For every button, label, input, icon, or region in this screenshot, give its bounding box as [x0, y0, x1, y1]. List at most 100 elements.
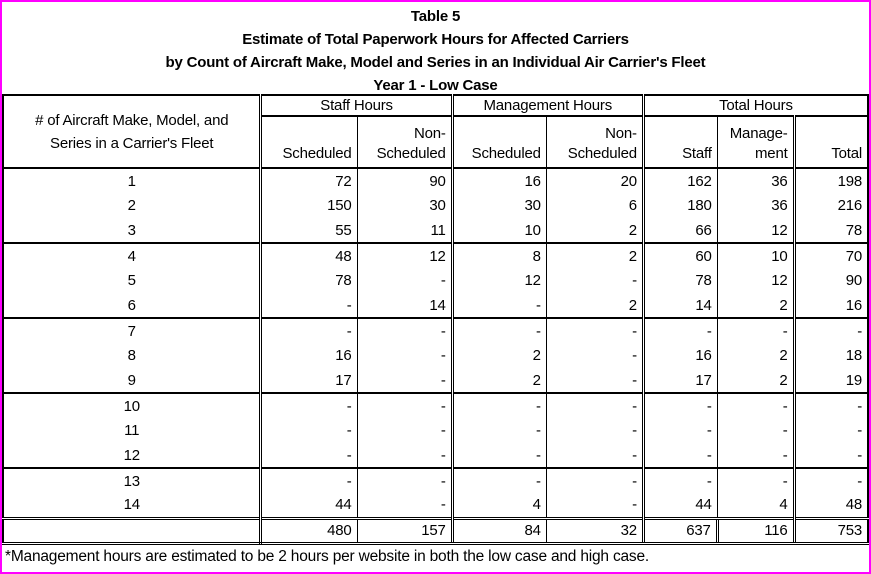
value-cell: -: [356, 467, 453, 493]
value-cell: 19: [792, 368, 868, 393]
value-cell: 14: [356, 293, 453, 318]
column-header-mgmt-scheduled: Scheduled: [450, 116, 547, 169]
totals-staff-nonscheduled: 157: [356, 516, 453, 545]
table-number: Table 5: [410, 8, 461, 25]
value-cell: 4: [716, 493, 795, 518]
value-cell: -: [259, 467, 358, 493]
table-row: 12- - - - - - -: [3, 443, 868, 468]
totals-staff-total: 637: [641, 516, 718, 545]
value-cell: -: [641, 443, 718, 468]
value-cell: -: [259, 418, 358, 443]
paperwork-hours-table: # of Aircraft Make, Model, and Series in…: [2, 94, 869, 545]
value-cell: -: [641, 317, 718, 343]
value-cell: 48: [259, 242, 358, 268]
column-header-total-staff: Staff: [641, 116, 718, 169]
column-group-staff-hours: Staff Hours: [259, 95, 453, 117]
table-row: 1 72 90 16 20 162 36 198: [3, 168, 868, 193]
fleet-count-cell: 9: [127, 371, 136, 389]
table-row: 14 44-4-44 4 48: [3, 493, 868, 518]
table-body: 1 72 90 16 20 162 36 198 2 150 30 30 6 180 36 216 3 55 11 1…: [3, 168, 868, 518]
value-cell: -: [356, 268, 453, 293]
value-cell: -: [356, 443, 453, 468]
value-cell: -: [641, 418, 718, 443]
value-cell: 17: [259, 368, 358, 393]
value-cell: -: [356, 493, 453, 518]
value-cell: 11: [356, 218, 453, 243]
footnote: *Management hours are estimated to be 2 …: [5, 547, 649, 565]
fleet-count-cell: 1: [127, 172, 136, 190]
value-cell: 2: [545, 218, 644, 243]
fleet-count-cell: 4: [3, 242, 261, 268]
column-header-staff-nonscheduled: Non- Scheduled: [356, 116, 453, 169]
value-cell: -: [356, 392, 453, 418]
value-cell: 18: [792, 343, 868, 368]
value-cell: 16: [792, 293, 868, 318]
value-cell: -: [450, 443, 547, 468]
table-row: 8 16-2-16 2 18: [3, 343, 868, 368]
value-cell: 20: [545, 168, 644, 193]
table-row: 6-14-2 14 2 16: [3, 293, 868, 318]
totals-mgmt-scheduled: 84: [450, 516, 547, 545]
column-header-total-management: Manage- ment: [716, 116, 795, 169]
column-header-total: Total: [792, 116, 868, 169]
value-cell: -: [450, 293, 547, 318]
value-cell: -: [716, 467, 795, 493]
value-cell: -: [545, 418, 644, 443]
totals-management-total: 116: [715, 516, 795, 545]
column-header-staff-scheduled: Scheduled: [259, 116, 358, 169]
totals-row: 480 157 84 32 637 116 753: [3, 516, 868, 545]
totals-mgmt-nonscheduled: 32: [545, 516, 644, 545]
value-cell: 150: [259, 193, 358, 218]
value-cell: -: [356, 343, 453, 368]
value-cell: -: [356, 418, 453, 443]
table-row: 2 150 30 30 6 180 36 216: [3, 193, 868, 218]
header-group-row: # of Aircraft Make, Model, and Series in…: [3, 95, 868, 169]
fleet-count-cell: 12: [123, 446, 140, 464]
fleet-count-cell: 5: [127, 272, 136, 289]
value-cell: 12: [450, 268, 547, 293]
table-title: Estimate of Total Paperwork Hours for Af…: [242, 31, 629, 48]
value-cell: 180: [641, 193, 718, 218]
row-header-line1: # of Aircraft Make, Model, and: [35, 111, 229, 129]
table-title-block: Table 5 Estimate of Total Paperwork Hour…: [2, 2, 869, 94]
value-cell: 198: [792, 168, 868, 193]
value-cell: 30: [356, 193, 453, 218]
value-cell: 66: [641, 218, 718, 243]
value-cell: -: [259, 392, 358, 418]
value-cell: 17: [641, 368, 718, 393]
value-cell: -: [545, 493, 644, 518]
value-cell: 48: [792, 493, 868, 518]
value-cell: 14: [641, 293, 718, 318]
value-cell: 16: [450, 168, 547, 193]
value-cell: -: [792, 467, 868, 493]
value-cell: 12: [356, 242, 453, 268]
fleet-count-cell: 7: [3, 317, 261, 343]
value-cell: 6: [545, 193, 644, 218]
fleet-count-cell: 14: [123, 496, 140, 514]
fleet-count-cell: 11: [124, 422, 140, 439]
value-cell: -: [716, 418, 795, 443]
fleet-count-cell: 2: [127, 197, 136, 214]
value-cell: -: [716, 443, 795, 468]
value-cell: 78: [641, 268, 718, 293]
value-cell: -: [792, 443, 868, 468]
table-case-label: Year 1 - Low Case: [373, 77, 498, 94]
value-cell: 16: [259, 343, 358, 368]
fleet-count-cell: 6: [127, 296, 136, 314]
table-row: 3 55 11 10 2 66 12 78: [3, 218, 868, 243]
value-cell: -: [356, 368, 453, 393]
value-cell: 4: [450, 493, 547, 518]
value-cell: -: [450, 317, 547, 343]
value-cell: -: [545, 268, 644, 293]
value-cell: 2: [450, 343, 547, 368]
table-row: 13- - - - - - -: [3, 467, 868, 493]
value-cell: 2: [545, 293, 644, 318]
value-cell: 10: [716, 242, 795, 268]
totals-label-cell: [3, 516, 263, 545]
value-cell: -: [545, 392, 644, 418]
value-cell: 12: [716, 268, 795, 293]
value-cell: 36: [716, 168, 795, 193]
fleet-count-cell: 13: [3, 467, 261, 493]
value-cell: -: [716, 317, 795, 343]
